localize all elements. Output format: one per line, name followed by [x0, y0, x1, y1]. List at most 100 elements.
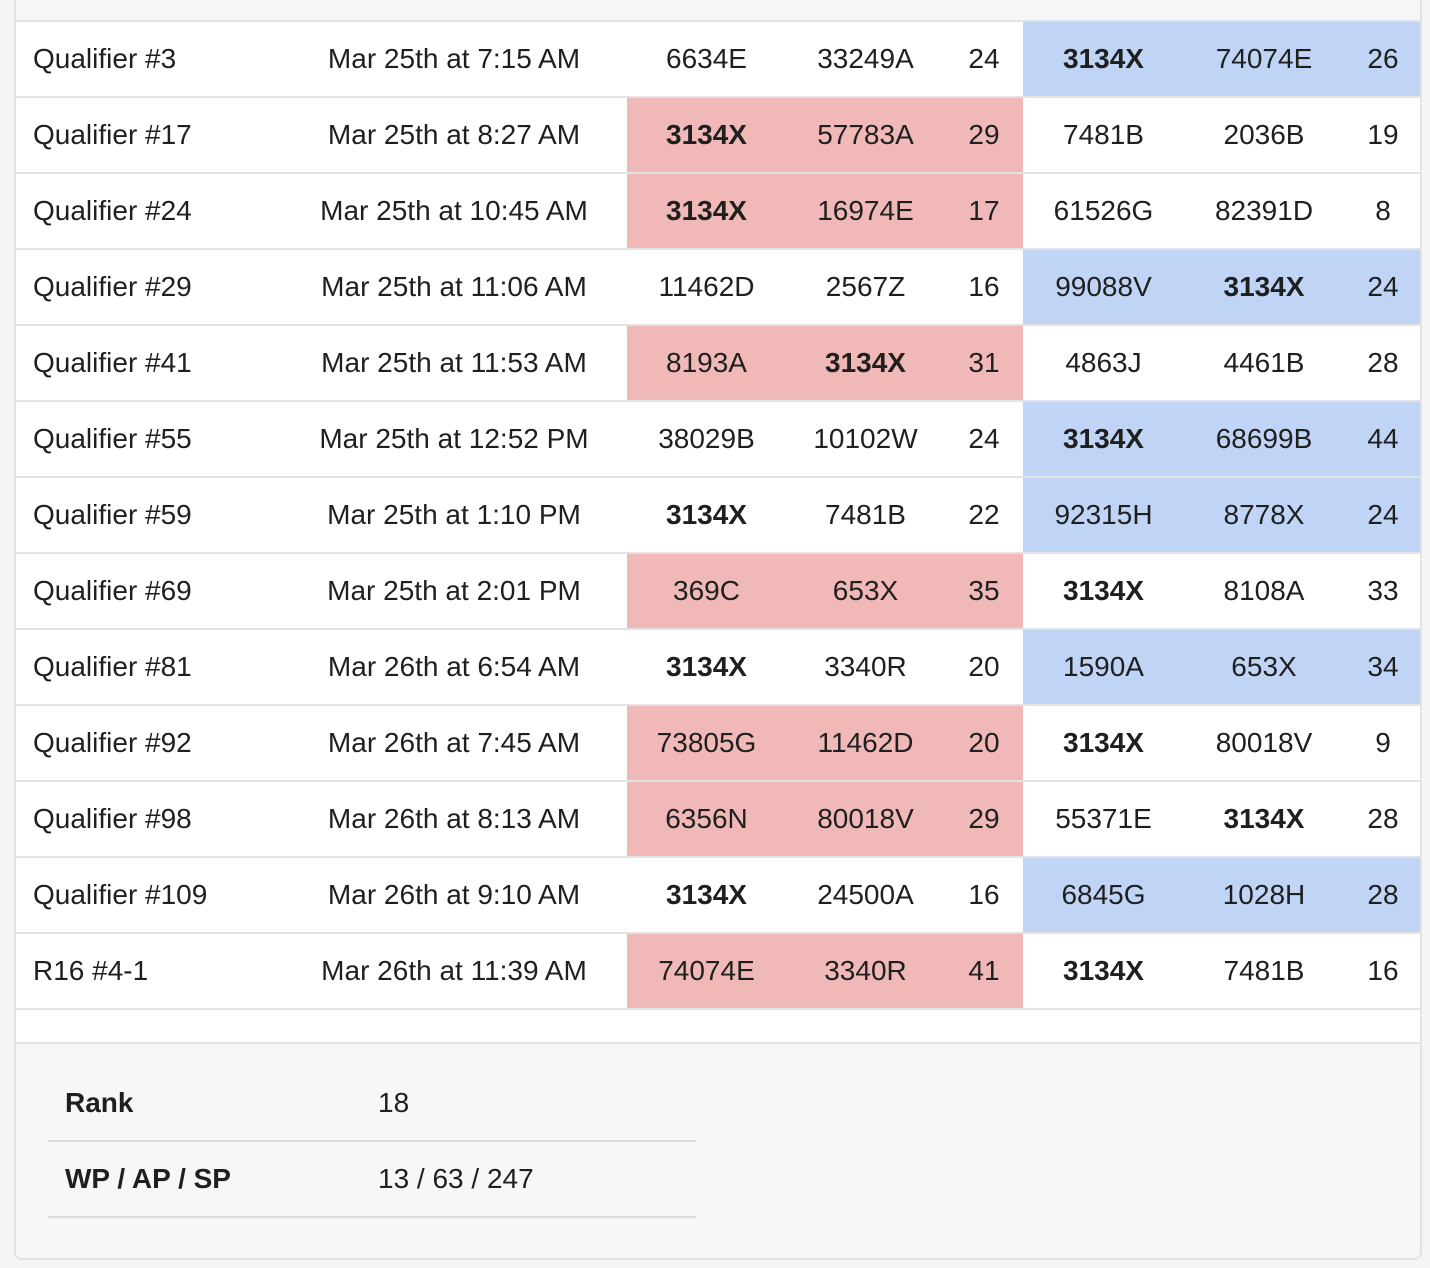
- match-time: Mar 25th at 1:10 PM: [281, 477, 627, 554]
- red-score: 16: [945, 857, 1023, 934]
- blue-team: 1028H: [1184, 857, 1344, 934]
- red-team: 10102W: [786, 401, 945, 478]
- match-time: Mar 26th at 8:13 AM: [281, 781, 627, 858]
- blue-team: 3134X: [1184, 781, 1344, 858]
- match-row: Qualifier #17 Mar 25th at 8:27 AM 3134X 577…: [16, 97, 1420, 174]
- match-row: Qualifier #41 Mar 25th at 11:53 AM 8193A 31…: [16, 325, 1420, 402]
- blue-team: 99088V: [1023, 249, 1184, 326]
- blue-team: 6845G: [1023, 857, 1184, 934]
- match-name: Qualifier #81: [16, 629, 281, 706]
- red-team: 369C: [627, 553, 786, 630]
- blue-team: 3134X: [1023, 553, 1184, 630]
- red-score: 24: [945, 401, 1023, 478]
- match-name: Qualifier #55: [16, 401, 281, 478]
- blue-team: 61526G: [1023, 173, 1184, 250]
- blue-team: 7481B: [1023, 97, 1184, 174]
- match-time: Mar 25th at 8:27 AM: [281, 97, 627, 174]
- stats-row-points: WP / AP / SP 13 / 63 / 247: [48, 1141, 696, 1218]
- blue-score: 26: [1344, 22, 1420, 98]
- match-name: Qualifier #92: [16, 705, 281, 782]
- blue-score: 8: [1344, 173, 1420, 250]
- red-team: 73805G: [627, 705, 786, 782]
- match-row: Qualifier #81 Mar 26th at 6:54 AM 3134X 334…: [16, 629, 1420, 706]
- points-value: 13 / 63 / 247: [378, 1141, 696, 1218]
- red-score: 17: [945, 173, 1023, 250]
- blue-score: 44: [1344, 401, 1420, 478]
- match-results-panel: Qualifier #3 Mar 25th at 7:15 AM 6634E 3324…: [14, 0, 1422, 1260]
- match-name: Qualifier #109: [16, 857, 281, 934]
- blue-team: 8108A: [1184, 553, 1344, 630]
- blue-score: 16: [1344, 933, 1420, 1010]
- blue-score: 24: [1344, 477, 1420, 554]
- stats-table: Rank 18 WP / AP / SP 13 / 63 / 247: [48, 1066, 696, 1218]
- blue-team: 68699B: [1184, 401, 1344, 478]
- red-team: 11462D: [786, 705, 945, 782]
- blue-team: 3134X: [1023, 933, 1184, 1010]
- red-score: 22: [945, 477, 1023, 554]
- blue-score: 28: [1344, 781, 1420, 858]
- blue-team: 80018V: [1184, 705, 1344, 782]
- match-row: Qualifier #24 Mar 25th at 10:45 AM 3134X 16…: [16, 173, 1420, 250]
- red-team: 7481B: [786, 477, 945, 554]
- blue-team: 2036B: [1184, 97, 1344, 174]
- table-spacer: [16, 1010, 1420, 1044]
- match-name: Qualifier #59: [16, 477, 281, 554]
- match-time: Mar 25th at 11:53 AM: [281, 325, 627, 402]
- blue-team: 3134X: [1023, 22, 1184, 98]
- match-row: Qualifier #92 Mar 26th at 7:45 AM 73805G 11…: [16, 705, 1420, 782]
- red-score: 35: [945, 553, 1023, 630]
- blue-team: 92315H: [1023, 477, 1184, 554]
- blue-score: 33: [1344, 553, 1420, 630]
- blue-team: 3134X: [1184, 249, 1344, 326]
- match-row: Qualifier #59 Mar 25th at 1:10 PM 3134X 748…: [16, 477, 1420, 554]
- blue-team: 8778X: [1184, 477, 1344, 554]
- match-time: Mar 26th at 7:45 AM: [281, 705, 627, 782]
- match-row: Qualifier #98 Mar 26th at 8:13 AM 6356N 800…: [16, 781, 1420, 858]
- blue-score: 28: [1344, 325, 1420, 402]
- red-team: 3134X: [627, 857, 786, 934]
- match-name: Qualifier #24: [16, 173, 281, 250]
- match-row: Qualifier #3 Mar 25th at 7:15 AM 6634E 3324…: [16, 22, 1420, 98]
- blue-score: 19: [1344, 97, 1420, 174]
- red-score: 29: [945, 97, 1023, 174]
- match-name: R16 #4-1: [16, 933, 281, 1010]
- red-team: 3134X: [627, 629, 786, 706]
- match-name: Qualifier #3: [16, 22, 281, 98]
- blue-team: 3134X: [1023, 401, 1184, 478]
- red-team: 6634E: [627, 22, 786, 98]
- rank-label: Rank: [48, 1066, 378, 1142]
- blue-score: 28: [1344, 857, 1420, 934]
- red-team: 74074E: [627, 933, 786, 1010]
- blue-team: 4461B: [1184, 325, 1344, 402]
- blue-team: 653X: [1184, 629, 1344, 706]
- blue-team: 55371E: [1023, 781, 1184, 858]
- match-name: Qualifier #98: [16, 781, 281, 858]
- match-table: Qualifier #3 Mar 25th at 7:15 AM 6634E 3324…: [16, 22, 1420, 1010]
- red-team: 3134X: [786, 325, 945, 402]
- red-team: 3134X: [627, 173, 786, 250]
- table-header-strip: [16, 0, 1420, 22]
- blue-score: 9: [1344, 705, 1420, 782]
- red-team: 33249A: [786, 22, 945, 98]
- red-team: 6356N: [627, 781, 786, 858]
- red-team: 3340R: [786, 933, 945, 1010]
- red-score: 31: [945, 325, 1023, 402]
- red-team: 3340R: [786, 629, 945, 706]
- team-stats-footer: Rank 18 WP / AP / SP 13 / 63 / 247: [16, 1044, 1420, 1258]
- stats-row-rank: Rank 18: [48, 1066, 696, 1142]
- blue-team: 74074E: [1184, 22, 1344, 98]
- red-score: 29: [945, 781, 1023, 858]
- blue-score: 24: [1344, 249, 1420, 326]
- red-score: 20: [945, 705, 1023, 782]
- match-time: Mar 25th at 12:52 PM: [281, 401, 627, 478]
- red-score: 16: [945, 249, 1023, 326]
- red-team: 8193A: [627, 325, 786, 402]
- rank-value: 18: [378, 1066, 696, 1142]
- match-row: Qualifier #29 Mar 25th at 11:06 AM 11462D 2…: [16, 249, 1420, 326]
- red-team: 38029B: [627, 401, 786, 478]
- match-time: Mar 25th at 11:06 AM: [281, 249, 627, 326]
- match-name: Qualifier #69: [16, 553, 281, 630]
- red-team: 2567Z: [786, 249, 945, 326]
- match-row: Qualifier #69 Mar 25th at 2:01 PM 369C 653X…: [16, 553, 1420, 630]
- red-team: 16974E: [786, 173, 945, 250]
